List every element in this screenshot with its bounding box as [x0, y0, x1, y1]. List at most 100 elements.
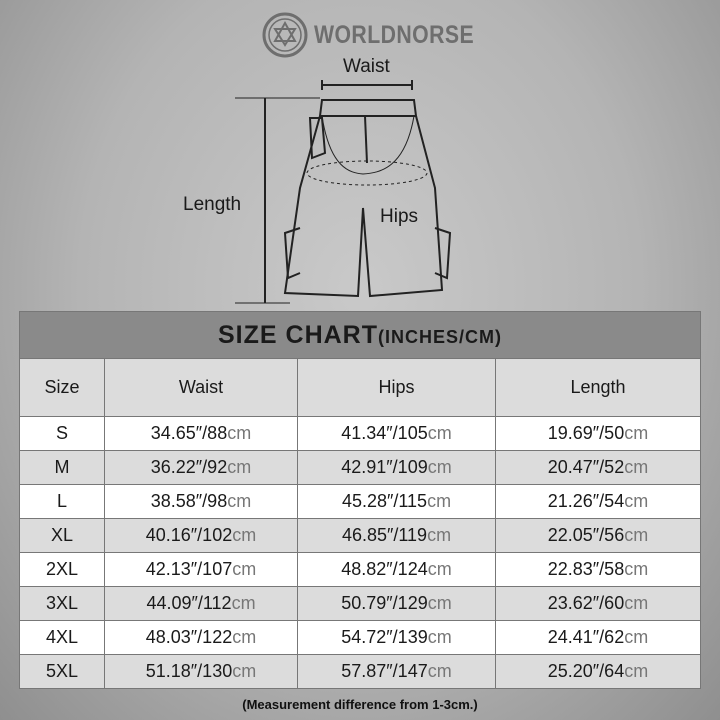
waist-value: 42.13″/107: [145, 559, 233, 579]
unit-cm: cm: [227, 457, 252, 477]
unit-cm: cm: [427, 593, 452, 613]
unit-cm: cm: [624, 593, 649, 613]
cell-hips: 54.72″/139cm: [297, 620, 496, 655]
cell-length: 24.41″/62cm: [495, 620, 701, 655]
cell-length: 20.47″/52cm: [495, 450, 701, 485]
table-row: 5XL 51.18″/130cm 57.87″/147cm 25.20″/64cm: [19, 654, 701, 689]
cell-waist: 42.13″/107cm: [104, 552, 298, 587]
unit-cm: cm: [427, 661, 452, 681]
waist-value: 48.03″/122: [145, 627, 233, 647]
cell-size: XL: [19, 518, 105, 553]
unit-cm: cm: [427, 627, 452, 647]
header-hips: Hips: [297, 358, 496, 417]
unit-cm: cm: [232, 661, 257, 681]
unit-cm: cm: [624, 423, 649, 443]
cell-hips: 42.91″/109cm: [297, 450, 496, 485]
table-row: M 36.22″/92cm 42.91″/109cm 20.47″/52cm: [19, 450, 701, 485]
length-label: Length: [183, 194, 242, 215]
hips-value: 54.72″/139: [341, 627, 428, 647]
cell-size: L: [19, 484, 105, 519]
length-value: 24.41″/62: [547, 627, 625, 647]
measurement-note: (Measurement difference from 1-3cm.): [242, 697, 478, 712]
hips-label: Hips: [380, 206, 419, 227]
unit-cm: cm: [624, 491, 649, 511]
waist-value: 38.58″/98: [150, 491, 228, 511]
length-value: 21.26″/54: [547, 491, 625, 511]
unit-cm: cm: [231, 593, 256, 613]
unit-cm: cm: [227, 423, 252, 443]
hips-value: 42.91″/109: [341, 457, 428, 477]
title-text: SIZE CHART: [218, 320, 378, 349]
cell-size: M: [19, 450, 105, 485]
unit-cm: cm: [624, 457, 649, 477]
hips-value: 50.79″/129: [341, 593, 428, 613]
valknut-logo-icon: [262, 12, 308, 58]
hips-value: 48.82″/124: [341, 559, 428, 579]
cell-size: S: [19, 416, 105, 451]
cell-waist: 36.22″/92cm: [104, 450, 298, 485]
brand-name: WORLDNORSE: [314, 20, 475, 49]
cell-length: 25.20″/64cm: [495, 654, 701, 689]
unit-cm: cm: [427, 491, 452, 511]
unit-cm: cm: [427, 423, 452, 443]
waist-value: 40.16″/102: [145, 525, 233, 545]
shorts-diagram: [235, 80, 452, 304]
unit-cm: cm: [624, 661, 649, 681]
unit-cm: cm: [624, 559, 649, 579]
cell-hips: 45.28″/115cm: [297, 484, 496, 519]
cell-length: 19.69″/50cm: [495, 416, 701, 451]
table-row: XL 40.16″/102cm 46.85″/119cm 22.05″/56cm: [19, 518, 701, 553]
cell-length: 22.83″/58cm: [495, 552, 701, 587]
cell-length: 23.62″/60cm: [495, 586, 701, 621]
waist-label: Waist: [343, 56, 390, 77]
cell-size: 3XL: [19, 586, 105, 621]
size-chart-title: SIZE CHART(INCHES/CM): [19, 311, 701, 359]
cell-waist: 51.18″/130cm: [104, 654, 298, 689]
table-row: 2XL 42.13″/107cm 48.82″/124cm 22.83″/58cm: [19, 552, 701, 587]
header-length: Length: [495, 358, 701, 417]
table-row: S 34.65″/88cm 41.34″/105cm 19.69″/50cm: [19, 416, 701, 451]
length-value: 22.05″/56: [547, 525, 625, 545]
size-chart-table: SIZE CHART(INCHES/CM) Size Waist Hips Le…: [19, 311, 701, 689]
table-row: 4XL 48.03″/122cm 54.72″/139cm 24.41″/62cm: [19, 620, 701, 655]
unit-cm: cm: [232, 559, 257, 579]
cell-hips: 46.85″/119cm: [297, 518, 496, 553]
hips-value: 57.87″/147: [341, 661, 428, 681]
cell-length: 22.05″/56cm: [495, 518, 701, 553]
brand-logo: WORLDNORSE: [262, 12, 502, 58]
cell-hips: 48.82″/124cm: [297, 552, 496, 587]
length-value: 19.69″/50: [547, 423, 625, 443]
cell-waist: 48.03″/122cm: [104, 620, 298, 655]
cell-hips: 50.79″/129cm: [297, 586, 496, 621]
hips-value: 45.28″/115: [341, 491, 428, 511]
header-waist: Waist: [104, 358, 298, 417]
unit-cm: cm: [427, 457, 452, 477]
table-row: 3XL 44.09″/112cm 50.79″/129cm 23.62″/60cm: [19, 586, 701, 621]
waist-value: 51.18″/130: [145, 661, 233, 681]
cell-hips: 57.87″/147cm: [297, 654, 496, 689]
unit-cm: cm: [227, 491, 252, 511]
waist-value: 34.65″/88: [150, 423, 228, 443]
cell-hips: 41.34″/105cm: [297, 416, 496, 451]
unit-cm: cm: [427, 525, 452, 545]
unit-cm: cm: [624, 627, 649, 647]
cell-size: 4XL: [19, 620, 105, 655]
cell-size: 2XL: [19, 552, 105, 587]
unit-cm: cm: [232, 627, 257, 647]
cell-length: 21.26″/54cm: [495, 484, 701, 519]
length-value: 22.83″/58: [547, 559, 625, 579]
cell-size: 5XL: [19, 654, 105, 689]
cell-waist: 44.09″/112cm: [104, 586, 298, 621]
title-units: (INCHES/CM): [378, 326, 502, 347]
header-size: Size: [19, 358, 105, 417]
unit-cm: cm: [232, 525, 257, 545]
waist-value: 44.09″/112: [146, 593, 232, 613]
length-value: 20.47″/52: [547, 457, 625, 477]
cell-waist: 34.65″/88cm: [104, 416, 298, 451]
cell-waist: 38.58″/98cm: [104, 484, 298, 519]
hips-value: 41.34″/105: [341, 423, 428, 443]
hips-value: 46.85″/119: [341, 525, 428, 545]
unit-cm: cm: [624, 525, 649, 545]
waist-value: 36.22″/92: [150, 457, 228, 477]
length-value: 23.62″/60: [547, 593, 625, 613]
